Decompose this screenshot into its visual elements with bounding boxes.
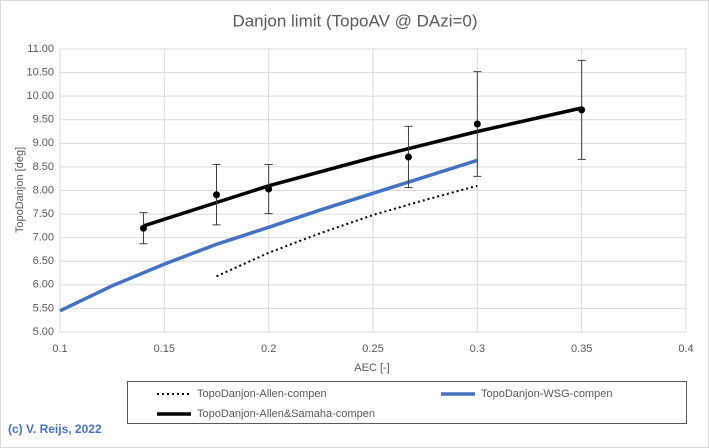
x-tick-label: 0.15 — [154, 343, 175, 355]
data-point — [404, 153, 412, 161]
series-line — [216, 184, 478, 278]
series-line — [142, 106, 583, 228]
series-line — [59, 158, 478, 313]
x-tick-label: 0.2 — [261, 343, 276, 355]
legend-label: TopoDanjon-WSG-compen — [481, 388, 612, 400]
y-tick-label: 7.50 — [33, 208, 54, 220]
y-tick-label: 6.00 — [33, 279, 54, 291]
x-tick-label: 0.35 — [571, 343, 592, 355]
x-tick-label: 0.25 — [362, 343, 383, 355]
y-tick-label: 8.00 — [33, 184, 54, 196]
x-axis-label: AEC [-] — [354, 362, 389, 374]
legend-box — [127, 381, 687, 424]
data-point — [265, 185, 273, 193]
y-tick-label: 9.00 — [33, 137, 54, 149]
legend-label: TopoDanjon-Allen-compen — [197, 388, 327, 400]
y-tick-label: 7.00 — [33, 232, 54, 244]
y-tick-label: 5.00 — [33, 326, 54, 338]
data-point — [578, 106, 586, 114]
y-axis-label: TopoDanjon [deg] — [14, 147, 26, 233]
data-point — [139, 224, 147, 232]
y-tick-label: 5.50 — [33, 302, 54, 314]
x-tick-label: 0.4 — [678, 343, 693, 355]
chart-title: Danjon limit (TopoAV @ DAzi=0) — [232, 11, 477, 30]
y-tick-label: 6.50 — [33, 255, 54, 267]
y-tick-label: 10.00 — [26, 90, 54, 102]
footer: (c) V. Reijs, 2022 — [8, 422, 102, 436]
data-point — [213, 191, 220, 199]
legend-label: TopoDanjon-Allen&Samaha-compen — [197, 408, 375, 420]
y-tick-label: 8.50 — [33, 161, 54, 173]
y-tick-label: 9.50 — [33, 114, 54, 126]
y-tick-label: 11.00 — [27, 43, 54, 55]
data-point — [473, 120, 481, 128]
x-tick-label: 0.3 — [470, 343, 485, 355]
y-tick-label: 10.50 — [26, 66, 54, 78]
x-tick-label: 0.1 — [52, 343, 67, 355]
